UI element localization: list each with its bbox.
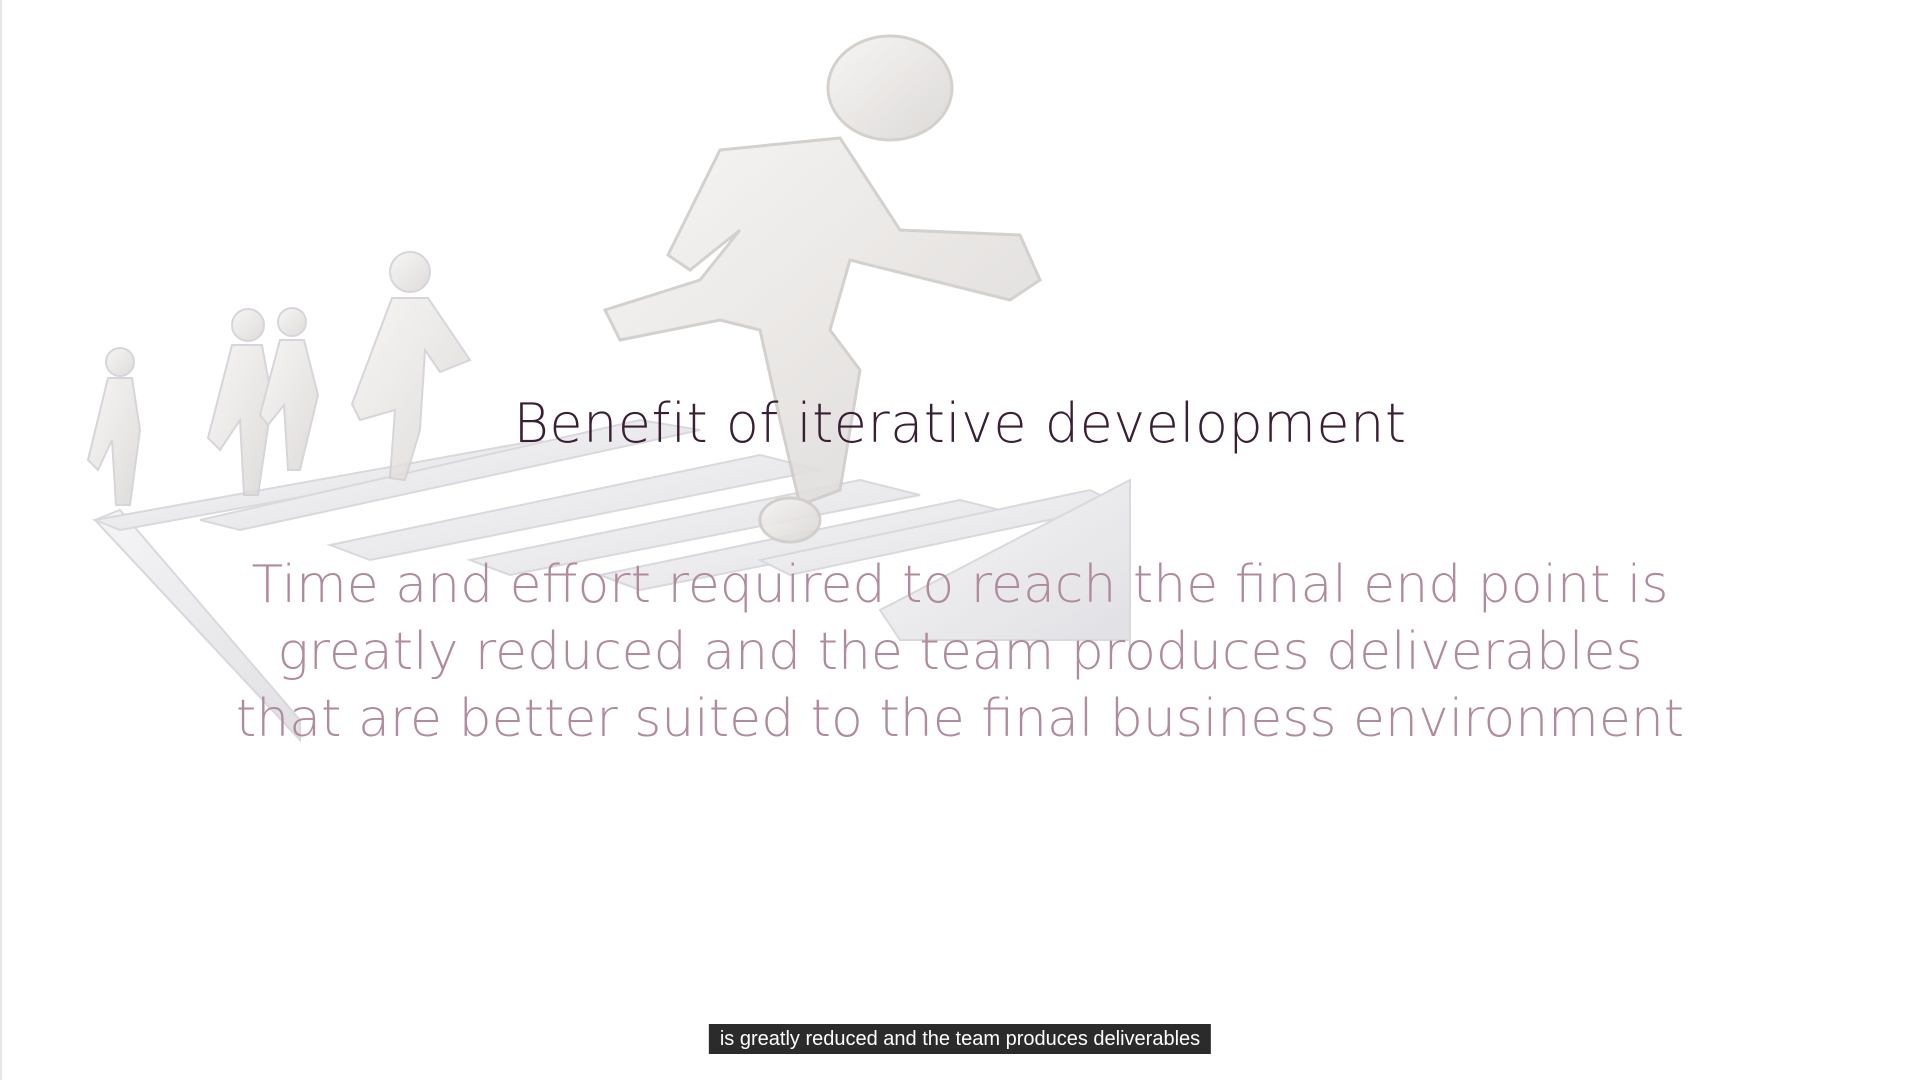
slide-body-text: Time and effort required to reach the fi… — [0, 552, 1920, 753]
slide-title: Benefit of iterative development — [513, 392, 1407, 455]
small-runner-figures — [86, 251, 472, 506]
subtitle-caption: is greatly reduced and the team produces… — [708, 1024, 1212, 1054]
slide-body-line: that are better suited to the final busi… — [235, 689, 1685, 749]
slide-body-line: greatly reduced and the team produces de… — [277, 622, 1643, 682]
slide-body-line: Time and effort required to reach the fi… — [251, 555, 1669, 615]
staircase-shape — [91, 418, 1131, 743]
large-runner-figure — [602, 34, 1042, 544]
frame-edge — [0, 0, 2, 1080]
